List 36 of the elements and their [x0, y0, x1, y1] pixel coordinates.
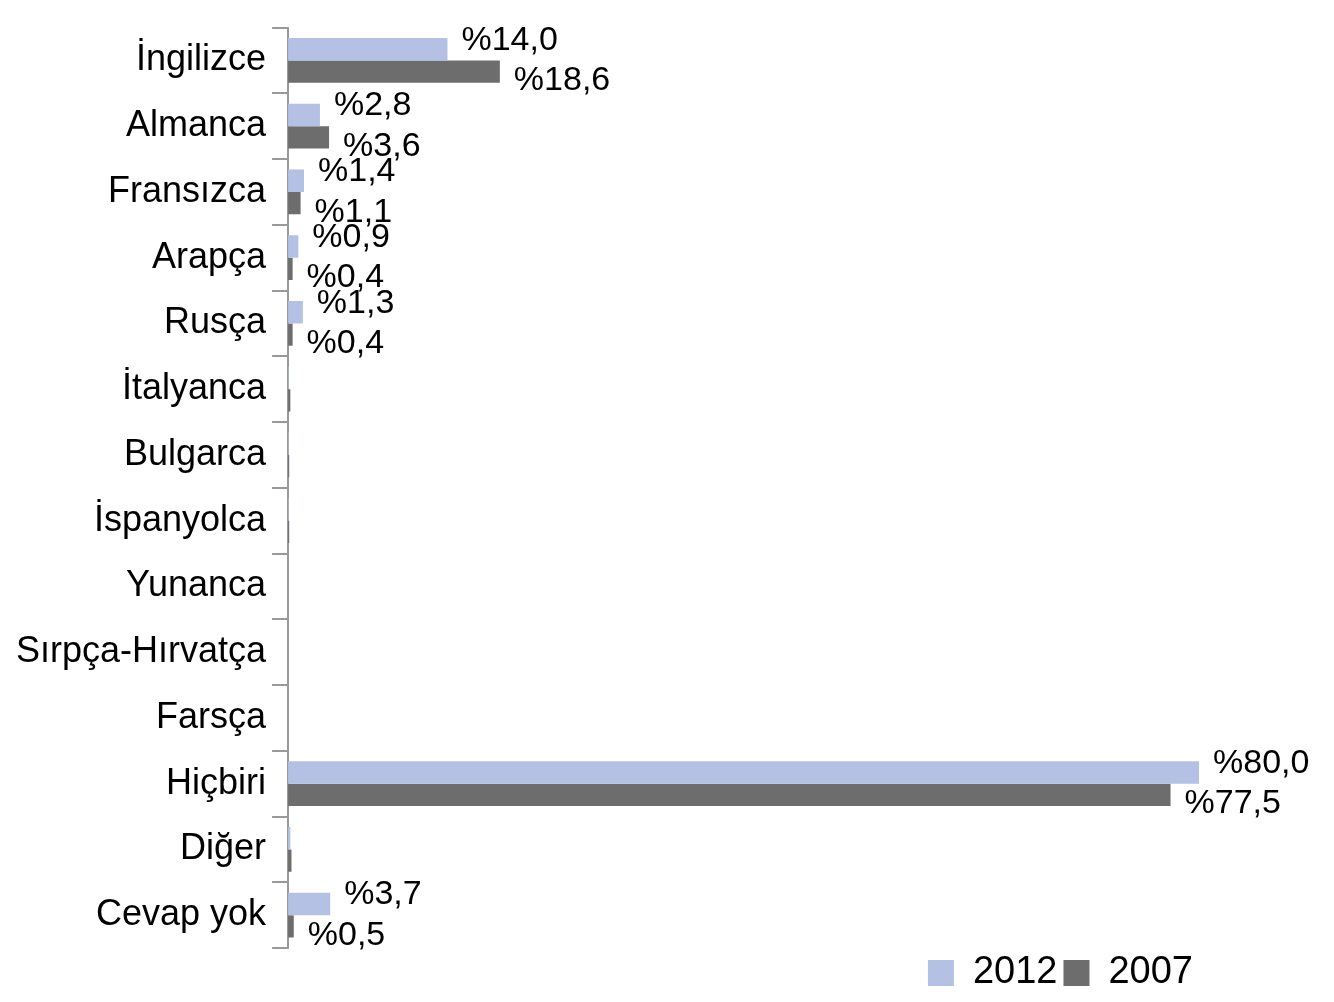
y-tick-label: İtalyanca — [121, 366, 268, 408]
bar — [288, 126, 330, 149]
bar — [288, 169, 305, 192]
data-label: %3,7 — [344, 873, 422, 912]
bar — [288, 301, 303, 324]
bar — [288, 323, 293, 346]
data-label: %18,6 — [513, 59, 611, 98]
y-tick-label: İngilizce — [136, 37, 267, 79]
y-tick-label: Rusça — [164, 300, 268, 342]
data-label: %80,0 — [1213, 741, 1310, 780]
y-tick-label: Almanca — [126, 103, 268, 145]
y-tick-label: Yunanca — [125, 563, 268, 605]
legend-label: 2007 — [1108, 949, 1194, 992]
y-tick-label: İspanyolca — [93, 497, 268, 539]
bar — [288, 191, 301, 215]
y-tick-label: Bulgarca — [123, 431, 268, 473]
data-label: %0,4 — [306, 321, 385, 360]
y-tick-label: Fransızca — [108, 168, 268, 210]
y-tick-label: Farsça — [156, 694, 268, 736]
bar — [288, 60, 500, 83]
y-tick-label: Hiçbiri — [166, 760, 267, 802]
bar — [288, 235, 299, 258]
data-label: %14,0 — [461, 18, 558, 57]
bar — [288, 783, 1171, 806]
bar — [288, 103, 320, 127]
data-label: %77,5 — [1184, 782, 1281, 821]
y-tick-label: Arapça — [151, 234, 268, 276]
y-tick-label: Diğer — [180, 826, 267, 868]
data-label: %2,8 — [333, 84, 412, 123]
data-label: %0,5 — [307, 913, 386, 952]
bar — [288, 761, 1199, 784]
bar — [288, 892, 331, 916]
y-tick-label: Sırpça-Hırvatça — [15, 629, 268, 671]
y-tick-label: Cevap yok — [95, 892, 268, 934]
bar — [288, 38, 448, 61]
legend-label: 2012 — [972, 949, 1058, 992]
